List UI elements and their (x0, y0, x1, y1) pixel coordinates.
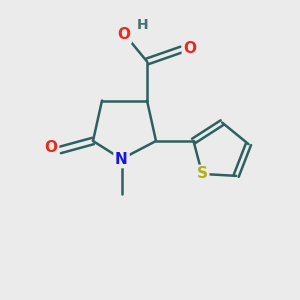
Text: N: N (115, 152, 128, 166)
Text: O: O (44, 140, 58, 155)
Text: H: H (137, 18, 148, 32)
Text: S: S (197, 167, 208, 182)
Text: O: O (183, 41, 196, 56)
Text: O: O (117, 27, 130, 42)
